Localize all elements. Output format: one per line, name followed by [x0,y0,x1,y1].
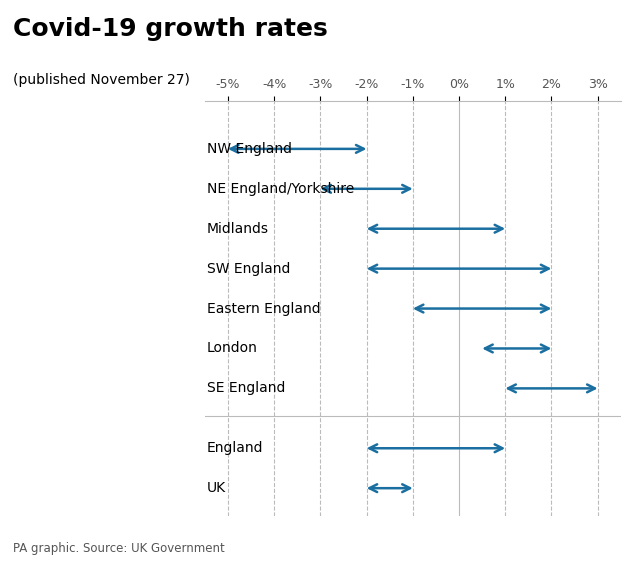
Text: (published November 27): (published November 27) [13,73,189,87]
Text: SW England: SW England [207,261,291,275]
Text: UK: UK [207,481,226,495]
Text: NW England: NW England [207,142,292,156]
Text: SE England: SE England [207,381,285,396]
Text: Eastern England: Eastern England [207,302,321,315]
Text: London: London [207,342,258,356]
Text: England: England [207,442,264,456]
Text: NE England/Yorkshire: NE England/Yorkshire [207,182,355,196]
Text: Covid-19 growth rates: Covid-19 growth rates [13,17,328,41]
Text: PA graphic. Source: UK Government: PA graphic. Source: UK Government [13,542,225,555]
Text: Midlands: Midlands [207,222,269,236]
